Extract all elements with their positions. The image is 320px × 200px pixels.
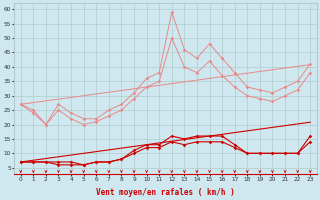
X-axis label: Vent moyen/en rafales ( km/h ): Vent moyen/en rafales ( km/h ) — [96, 188, 235, 197]
